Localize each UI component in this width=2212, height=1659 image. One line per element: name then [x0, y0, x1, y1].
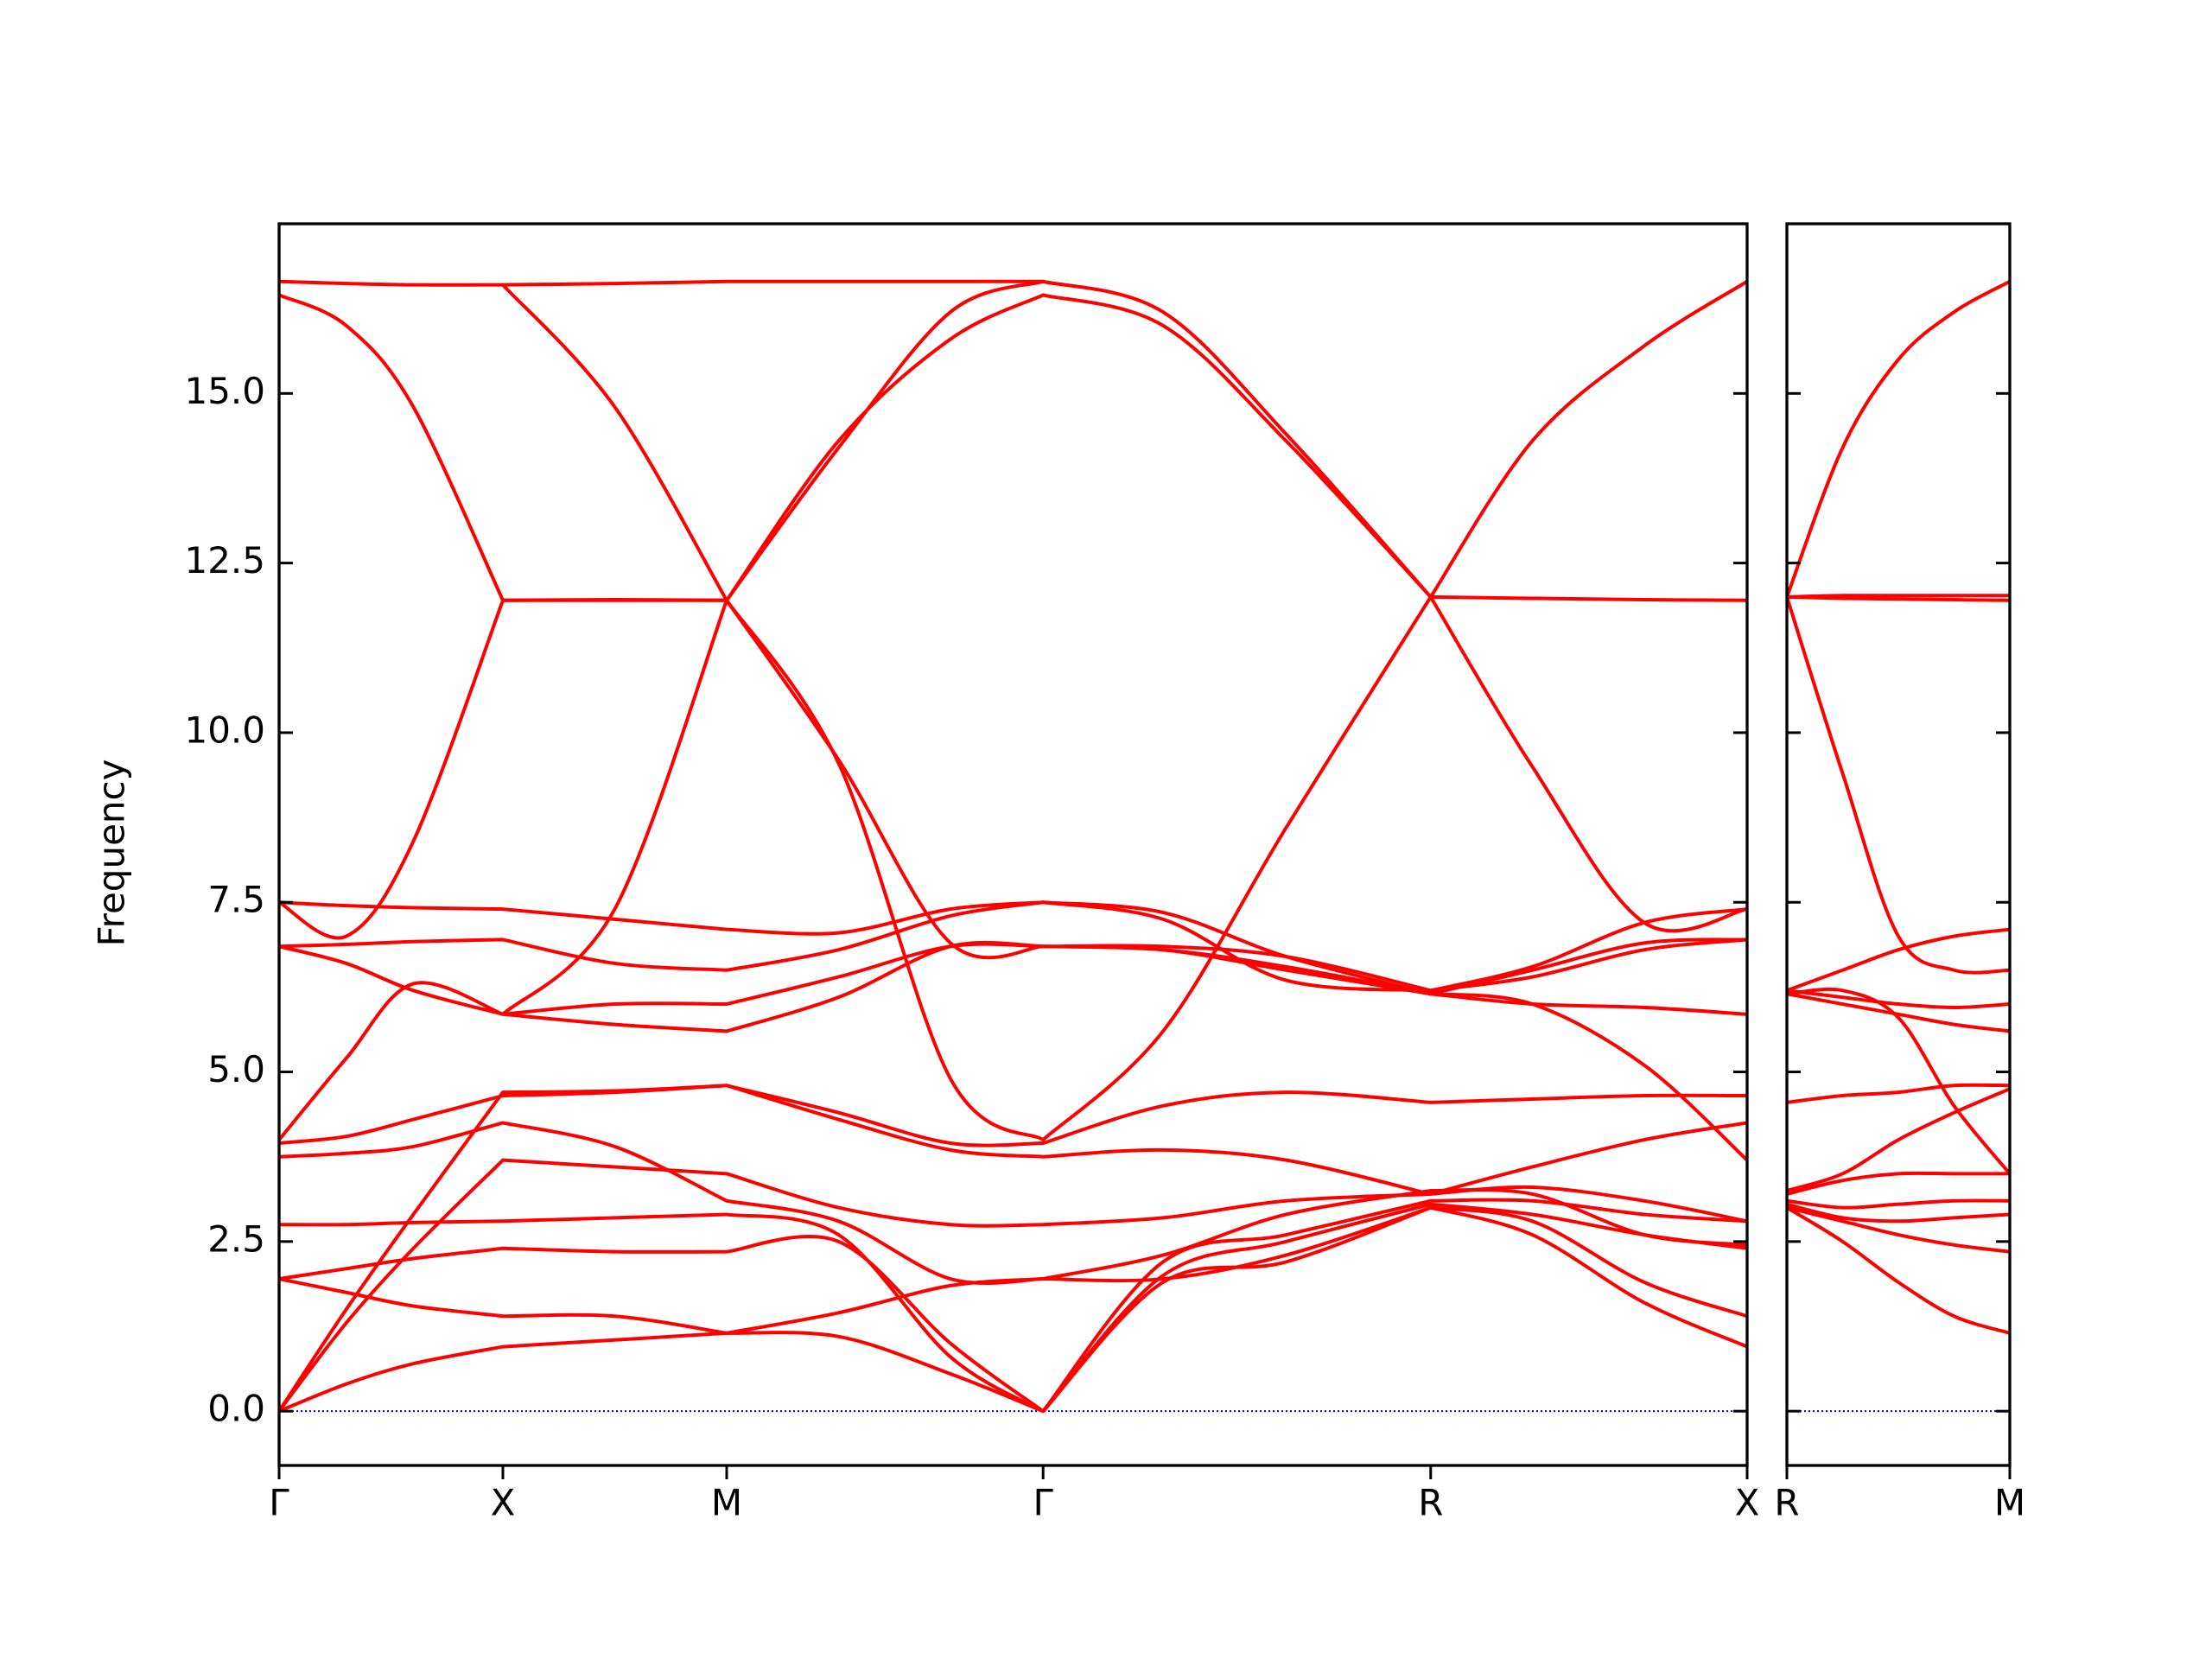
band-line: [1787, 1087, 2010, 1192]
x-tick-label: M: [1994, 1482, 2025, 1524]
band-line: [1787, 987, 2010, 1175]
band-line: [1787, 1202, 2010, 1224]
band-line: [279, 279, 1044, 287]
band-line: [1787, 927, 2010, 993]
y-tick-label: 2.5: [207, 1217, 265, 1260]
band-line: [501, 283, 1747, 1142]
band-line: [279, 1205, 1747, 1414]
band-line: [1787, 1205, 2010, 1254]
band-line: [1787, 1171, 2010, 1196]
band-line: [279, 1121, 1747, 1285]
band-line: [279, 293, 1747, 993]
band-line: [279, 1202, 1747, 1414]
band-line: [1787, 1198, 2010, 1210]
x-tick-label: R: [1774, 1482, 1799, 1524]
x-tick-label: Γ: [1033, 1482, 1054, 1524]
x-tick-label: R: [1418, 1482, 1443, 1524]
band-line: [279, 942, 1747, 1016]
band-line: [1787, 594, 2010, 602]
band-line: [279, 1084, 1747, 1147]
plot-frame: [277, 222, 1749, 1467]
band-line: [279, 598, 727, 940]
y-tick-label: 15.0: [184, 370, 265, 412]
band-line: [1787, 279, 2010, 598]
y-tick-label: 0.0: [207, 1388, 265, 1430]
x-tick-label: X: [491, 1482, 516, 1524]
band-line: [279, 940, 1747, 1162]
band-line: [279, 900, 1747, 993]
y-tick-label: 12.5: [184, 539, 265, 582]
band-line: [1787, 992, 2010, 1033]
band-line: [725, 279, 1747, 602]
band-line: [279, 900, 1747, 996]
band-line: [1787, 988, 2010, 1009]
x-tick-label: X: [1735, 1482, 1760, 1524]
y-tick-label: 5.0: [207, 1048, 265, 1090]
x-tick-label: Γ: [269, 1482, 289, 1524]
band-line: [1787, 594, 2010, 599]
band-line: [1787, 596, 2010, 975]
band-line: [1787, 1083, 2010, 1104]
band-line: [501, 280, 1747, 1016]
band-line: [279, 1121, 1747, 1413]
band-line: [279, 1198, 1747, 1414]
y-axis-label: Frequency: [91, 760, 133, 947]
x-tick-label: M: [711, 1482, 742, 1524]
plot-frame: [1785, 222, 2012, 1467]
band-line: [1787, 1205, 2010, 1335]
y-tick-label: 10.0: [184, 709, 265, 751]
y-tick-label: 7.5: [207, 879, 265, 921]
